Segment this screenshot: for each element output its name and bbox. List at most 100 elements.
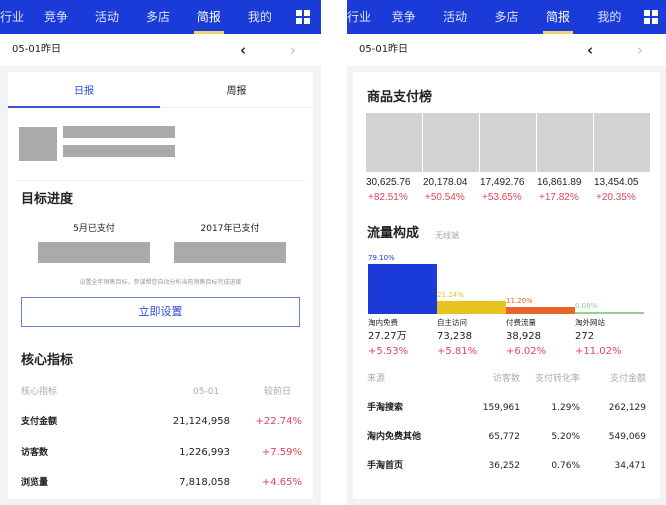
- grid-icon[interactable]: [285, 0, 321, 34]
- product-pay-amount: 13,454.05: [594, 177, 639, 188]
- source-name: 手淘搜索: [367, 403, 404, 413]
- nav-tab-active[interactable]: 简报: [532, 0, 583, 34]
- left-phone-screen: 行业 竞争 活动 多店 简报 我的 05-01昨日 ‹ › 日报 周报 目标进度…: [0, 0, 321, 505]
- report-card: 商品支付榜 30,625.76 +82.51% 20,178.04 +50.54% 17…: [353, 72, 660, 499]
- metric-value: 7,818,058: [179, 477, 230, 488]
- ranking-title: 商品支付榜: [367, 90, 433, 105]
- col-header: 支付金额: [609, 374, 646, 384]
- divider: [16, 180, 305, 181]
- traffic-bar-pct: 11.20%: [506, 296, 533, 305]
- product-pay-amount: 16,861.89: [537, 177, 582, 188]
- traffic-bar-pct: 79.10%: [368, 254, 395, 262]
- product-change: +53.65%: [482, 192, 522, 203]
- metric-change: +4.65%: [261, 477, 302, 488]
- nav-tab[interactable]: 竞争: [44, 10, 69, 24]
- metric-change: +7.59%: [261, 447, 302, 458]
- source-name: 淘内免费其他: [367, 432, 422, 442]
- product-thumbnail[interactable]: [366, 113, 422, 172]
- traffic-bar-pct: 0.08%: [575, 302, 598, 310]
- col-header: 核心指标: [21, 387, 58, 397]
- nav-tab[interactable]: 多店: [145, 10, 170, 24]
- year-paid-value: [174, 242, 286, 263]
- product-change: +82.51%: [368, 192, 408, 203]
- shop-name-placeholder: [63, 126, 175, 138]
- traffic-source-value: 73,238: [437, 331, 472, 342]
- grid-icon[interactable]: [635, 0, 666, 34]
- report-card: 日报 周报 目标进度 5月已支付 2017年已支付 设置全年销售目标，参谋帮您自…: [8, 72, 313, 499]
- conversion-rate: 5.20%: [551, 432, 580, 442]
- traffic-bar-pct: 21.24%: [437, 290, 464, 299]
- metric-name: 浏览量: [21, 478, 49, 488]
- shop-info-placeholder: [63, 145, 175, 157]
- date-bar: 05-01昨日 ‹ ›: [347, 34, 666, 66]
- traffic-source-value: 27.27万: [368, 331, 407, 342]
- year-paid-label: 2017年已支付: [200, 224, 260, 234]
- visitors: 159,961: [482, 403, 520, 413]
- metric-change: +22.74%: [255, 416, 302, 427]
- nav-tab[interactable]: 行业: [0, 10, 25, 24]
- date-label: 05-01昨日: [359, 44, 409, 55]
- traffic-bar[interactable]: [368, 264, 437, 314]
- month-paid-value: [38, 242, 150, 263]
- product-change: +50.54%: [425, 192, 465, 203]
- month-paid-label: 5月已支付: [73, 224, 115, 234]
- shop-avatar: [19, 127, 57, 161]
- product-pay-amount: 20,178.04: [423, 177, 468, 188]
- traffic-title: 流量构成: [367, 226, 420, 241]
- chevron-right-icon[interactable]: ›: [290, 41, 296, 59]
- nav-tab[interactable]: 竞争: [391, 10, 416, 24]
- traffic-source-change: +11.02%: [575, 346, 622, 357]
- tab-daily[interactable]: 日报: [8, 76, 160, 108]
- col-header: 较前日: [264, 387, 292, 397]
- goal-title: 目标进度: [21, 192, 74, 207]
- top-nav: 行业 竞争 活动 多店 简报 我的: [0, 0, 321, 34]
- product-pay-amount: 17,492.76: [480, 177, 525, 188]
- visitors: 65,772: [488, 432, 521, 442]
- tab-weekly[interactable]: 周报: [160, 76, 313, 108]
- col-header: 05-01: [193, 387, 220, 397]
- traffic-source-change: +6.02%: [506, 346, 547, 357]
- product-pay-amount: 30,625.76: [366, 177, 411, 188]
- traffic-source-change: +5.53%: [368, 346, 409, 357]
- pay-amount: 34,471: [614, 461, 647, 471]
- chevron-left-icon[interactable]: ‹: [240, 41, 247, 59]
- traffic-subtitle: 无线端: [435, 231, 459, 240]
- pay-amount: 549,069: [608, 432, 646, 442]
- conversion-rate: 1.29%: [551, 403, 580, 413]
- core-title: 核心指标: [21, 353, 74, 368]
- date-bar: 05-01昨日 ‹ ›: [0, 34, 321, 66]
- conversion-rate: 0.76%: [551, 461, 580, 471]
- traffic-source-label: 付费流量: [506, 318, 536, 327]
- nav-tab[interactable]: 活动: [443, 10, 468, 24]
- nav-tab[interactable]: 我的: [247, 10, 272, 24]
- nav-tab[interactable]: 多店: [494, 10, 519, 24]
- product-thumbnail[interactable]: [537, 113, 593, 172]
- goal-hint: 设置全年销售目标，参谋帮您自动分析当前销售目标完成进度: [79, 279, 242, 286]
- traffic-source-label: 淘内免费: [368, 318, 398, 327]
- set-goal-button[interactable]: 立即设置: [21, 297, 300, 327]
- top-nav: 行业 竞争 活动 多店 简报 我的: [347, 0, 666, 34]
- metric-name: 访客数: [21, 448, 49, 458]
- traffic-bar[interactable]: [506, 306, 575, 314]
- traffic-source-value: 272: [575, 331, 595, 342]
- nav-tab[interactable]: 行业: [347, 10, 372, 24]
- source-name: 手淘首页: [367, 461, 404, 471]
- nav-tab-active[interactable]: 简报: [183, 0, 234, 34]
- col-header: 访客数: [492, 374, 520, 384]
- product-thumbnail[interactable]: [480, 113, 536, 172]
- col-header: 来源: [367, 374, 386, 384]
- chevron-left-icon[interactable]: ‹: [587, 41, 594, 59]
- traffic-bar[interactable]: [575, 312, 644, 314]
- date-label: 05-01昨日: [12, 44, 62, 55]
- traffic-source-value: 38,928: [506, 331, 541, 342]
- traffic-bar[interactable]: [437, 300, 506, 314]
- metric-name: 支付金额: [21, 417, 58, 427]
- col-header: 支付转化率: [534, 374, 580, 384]
- nav-tab[interactable]: 活动: [95, 10, 120, 24]
- product-change: +20.35%: [596, 192, 636, 203]
- chevron-right-icon[interactable]: ›: [637, 41, 643, 59]
- product-thumbnail[interactable]: [594, 113, 650, 172]
- metric-value: 1,226,993: [179, 447, 230, 458]
- product-thumbnail[interactable]: [423, 113, 479, 172]
- nav-tab[interactable]: 我的: [597, 10, 622, 24]
